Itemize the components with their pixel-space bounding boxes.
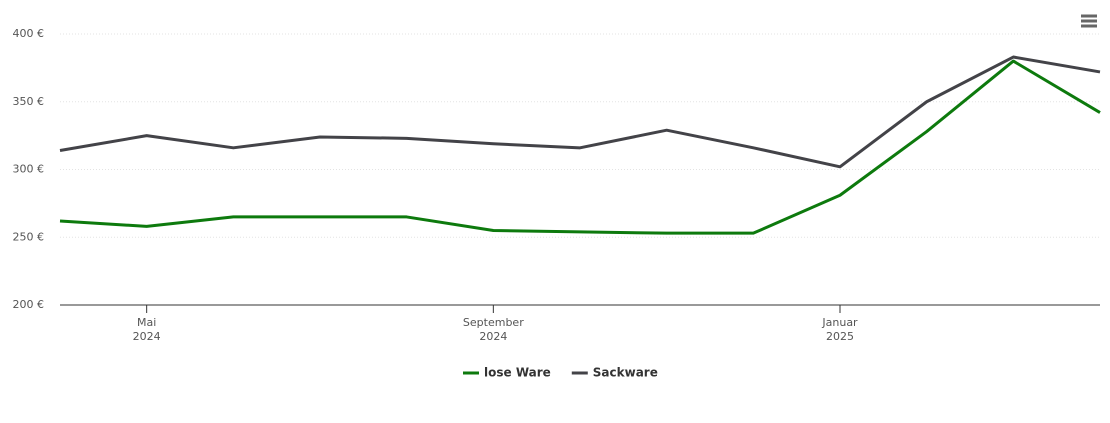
x-tick-label: Mai 2024 xyxy=(133,316,161,343)
y-tick-label: 200 € xyxy=(13,298,45,311)
series-line xyxy=(59,59,1101,235)
legend: lose Ware Sackware xyxy=(463,366,658,380)
x-tick-label: September 2024 xyxy=(463,316,524,343)
y-tick-label: 400 € xyxy=(13,27,45,40)
legend-label: lose Ware xyxy=(484,366,551,380)
legend-label: Sackware xyxy=(593,366,658,380)
y-tick-label: 250 € xyxy=(13,230,45,243)
y-tick-label: 300 € xyxy=(13,163,45,176)
y-tick-label: 350 € xyxy=(13,95,45,108)
x-tick-label: Januar 2025 xyxy=(821,316,858,343)
series-line xyxy=(59,55,1101,169)
menu-button[interactable] xyxy=(1080,14,1098,30)
